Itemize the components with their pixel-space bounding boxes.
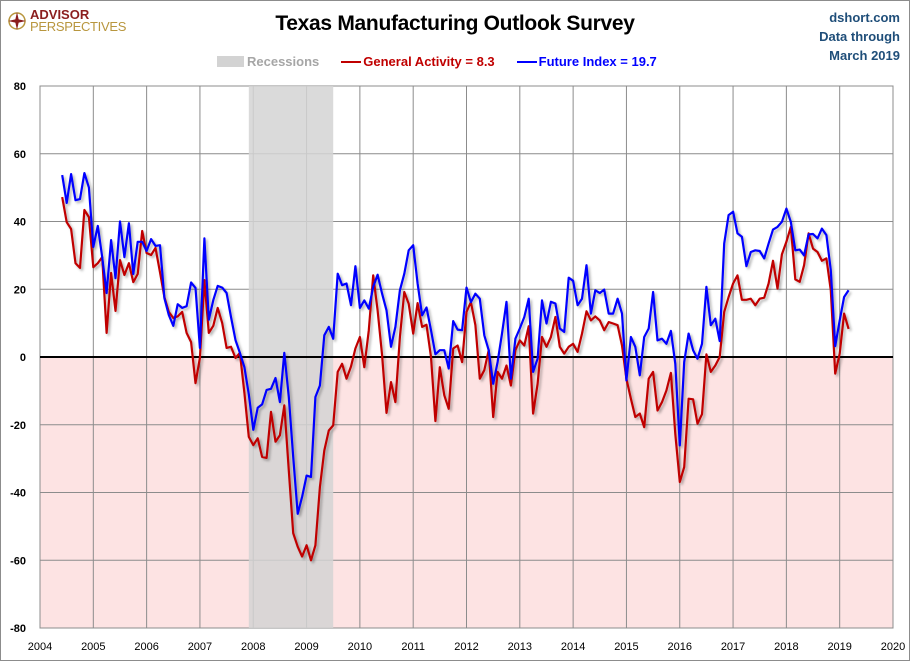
x-tick-label: 2018 (774, 641, 798, 653)
general-activity-swatch (341, 60, 362, 63)
x-tick-label: 2009 (294, 641, 318, 653)
source-data-through: Data through (819, 29, 900, 44)
logo-line1: ADVISOR (30, 7, 90, 22)
y-tick-label: 0 (20, 352, 26, 364)
x-tick-label: 2015 (614, 641, 638, 653)
x-tick-label: 2010 (348, 641, 372, 653)
x-tick-label: 2014 (561, 641, 585, 653)
chart-title: Texas Manufacturing Outlook Survey (275, 12, 635, 35)
legend: Recessions General Activity = 8.3 Future… (217, 54, 679, 69)
future-index-swatch (516, 60, 537, 63)
x-tick-label: 2005 (81, 641, 105, 653)
y-tick-label: -60 (10, 555, 26, 567)
compass-icon (8, 12, 26, 30)
legend-future-index: Future Index = 19.7 (516, 54, 657, 69)
recession-swatch (217, 56, 244, 67)
x-tick-label: 2006 (134, 641, 158, 653)
x-tick-label: 2020 (881, 641, 905, 653)
y-tick-label: -20 (10, 420, 26, 432)
advisor-perspectives-logo: ADVISOR PERSPECTIVES (7, 7, 127, 34)
y-tick-label: -80 (10, 623, 26, 635)
legend-future-label: Future Index = 19.7 (538, 54, 657, 69)
legend-recessions: Recessions (217, 54, 319, 69)
general-activity-line (61, 196, 850, 562)
x-tick-label: 2016 (668, 641, 692, 653)
x-tick-label: 2004 (28, 641, 52, 653)
logo-line2: PERSPECTIVES (30, 19, 127, 34)
x-tick-label: 2017 (721, 641, 745, 653)
source-date: March 2019 (829, 48, 900, 63)
y-tick-label: 80 (14, 81, 26, 93)
y-tick-label: 40 (14, 217, 26, 229)
y-tick-label: 20 (14, 284, 26, 296)
x-tick-label: 2013 (508, 641, 532, 653)
y-tick-label: -40 (10, 488, 26, 500)
x-tick-label: 2011 (401, 641, 425, 653)
x-tick-label: 2019 (827, 641, 851, 653)
legend-general-label: General Activity = 8.3 (363, 54, 495, 69)
future-index-line (61, 172, 850, 515)
x-tick-label: 2008 (241, 641, 265, 653)
legend-general-activity: General Activity = 8.3 (341, 54, 495, 69)
y-tick-label: 60 (14, 149, 26, 161)
source-note: dshort.com Data through March 2019 (819, 8, 900, 65)
x-tick-label: 2012 (454, 641, 478, 653)
source-site: dshort.com (829, 10, 900, 25)
legend-recessions-label: Recessions (247, 54, 320, 69)
x-tick-label: 2007 (188, 641, 212, 653)
